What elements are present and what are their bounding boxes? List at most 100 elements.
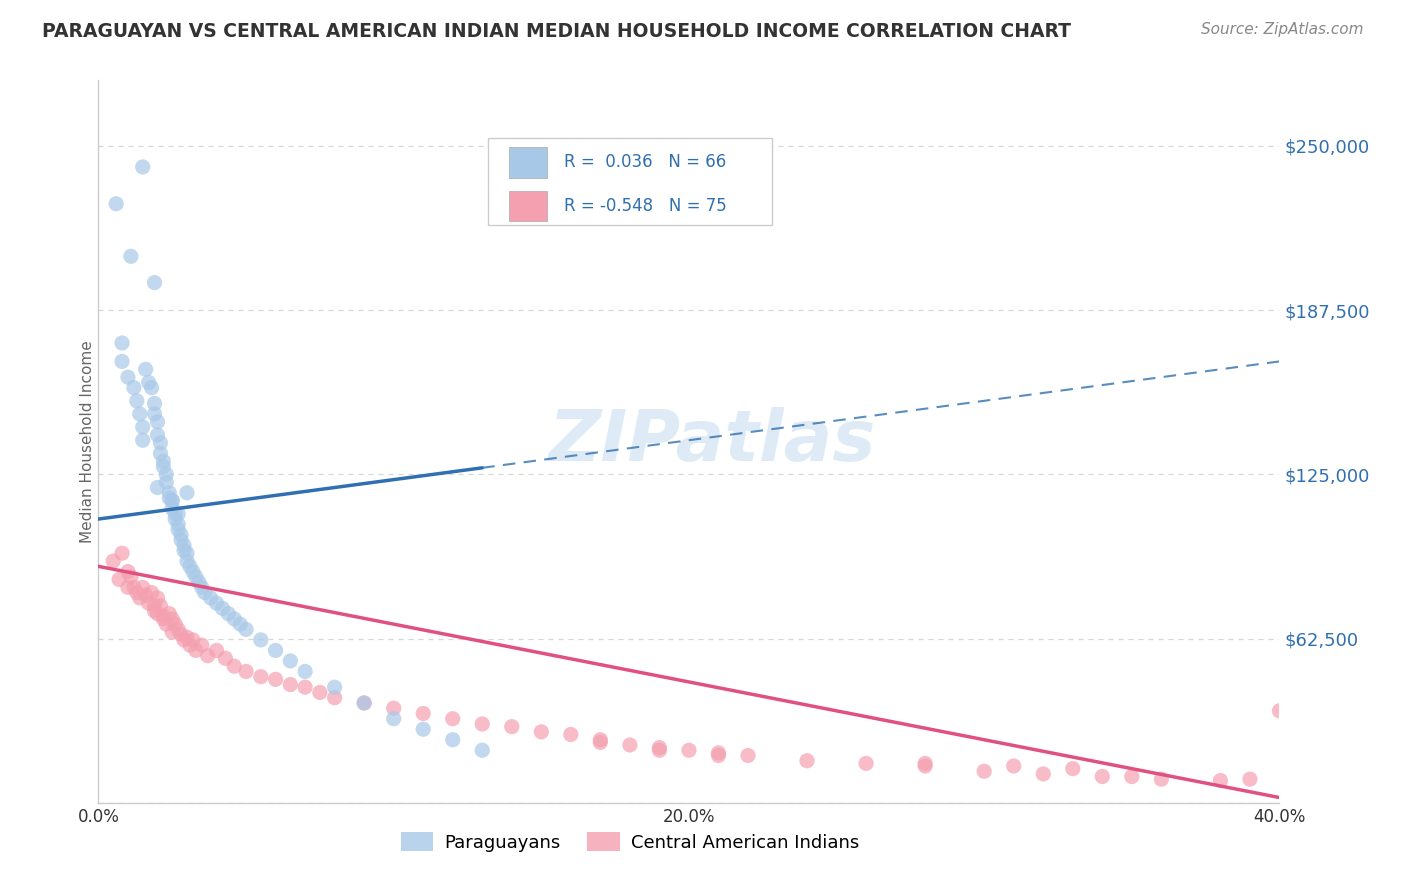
Point <box>194 585 217 599</box>
Point <box>1032 767 1054 781</box>
Point <box>125 393 148 408</box>
Point <box>589 732 612 747</box>
Point <box>157 485 180 500</box>
Point <box>146 415 169 429</box>
Point <box>103 554 125 568</box>
Point <box>165 512 187 526</box>
Point <box>167 517 190 532</box>
Point <box>132 434 155 448</box>
Point <box>165 507 187 521</box>
Point <box>1239 772 1261 786</box>
Point <box>165 617 187 632</box>
Point <box>560 727 582 741</box>
Point <box>914 759 936 773</box>
Point <box>855 756 877 771</box>
Point <box>412 723 434 737</box>
Point <box>179 559 201 574</box>
Point <box>197 648 219 663</box>
Point <box>117 565 139 579</box>
Point <box>382 712 405 726</box>
Point <box>143 604 166 618</box>
Point <box>353 696 375 710</box>
Point <box>412 706 434 721</box>
Point <box>146 607 169 621</box>
Point <box>280 677 302 691</box>
Point <box>152 612 174 626</box>
Point <box>1150 772 1173 786</box>
Text: ZIPatlas: ZIPatlas <box>548 407 876 476</box>
Point <box>211 601 233 615</box>
Point <box>143 276 166 290</box>
Point <box>122 580 145 594</box>
Point <box>250 632 273 647</box>
Point <box>117 580 139 594</box>
Point <box>229 617 252 632</box>
Point <box>309 685 332 699</box>
Point <box>122 381 145 395</box>
Point <box>294 680 316 694</box>
Point <box>264 643 287 657</box>
Point <box>146 591 169 605</box>
Point <box>1121 770 1143 784</box>
Point <box>294 665 316 679</box>
Point <box>167 507 190 521</box>
Point <box>111 336 134 351</box>
Point <box>323 680 346 694</box>
Point <box>162 493 183 508</box>
Point <box>1002 759 1025 773</box>
Point <box>176 554 198 568</box>
Point <box>707 746 730 760</box>
Point <box>176 630 198 644</box>
Point <box>707 748 730 763</box>
Point <box>135 362 157 376</box>
Point <box>162 625 183 640</box>
Point <box>737 748 759 763</box>
Point <box>181 632 204 647</box>
Point <box>471 717 494 731</box>
Point <box>250 670 273 684</box>
Point <box>323 690 346 705</box>
Point <box>914 756 936 771</box>
Point <box>152 609 174 624</box>
Point <box>170 627 193 641</box>
Point <box>501 720 523 734</box>
Point <box>184 643 207 657</box>
Point <box>155 475 177 490</box>
Point <box>353 696 375 710</box>
Point <box>530 724 553 739</box>
Point <box>152 454 174 468</box>
Point <box>162 612 183 626</box>
Point <box>191 638 214 652</box>
Point <box>648 743 671 757</box>
Point <box>132 580 155 594</box>
Point <box>173 538 195 552</box>
Point <box>141 381 163 395</box>
Point <box>152 459 174 474</box>
FancyBboxPatch shape <box>509 191 547 221</box>
Point <box>187 575 209 590</box>
Point <box>143 599 166 613</box>
Point <box>132 420 155 434</box>
Point <box>149 446 172 460</box>
FancyBboxPatch shape <box>488 138 772 225</box>
Text: Source: ZipAtlas.com: Source: ZipAtlas.com <box>1201 22 1364 37</box>
Point <box>441 732 464 747</box>
Point <box>157 607 180 621</box>
Point <box>217 607 239 621</box>
Point <box>149 435 172 450</box>
Point <box>167 523 190 537</box>
Point <box>181 565 204 579</box>
Point <box>619 738 641 752</box>
Point <box>1268 704 1291 718</box>
Point <box>143 396 166 410</box>
Point <box>280 654 302 668</box>
Text: R =  0.036   N = 66: R = 0.036 N = 66 <box>564 153 725 171</box>
Point <box>1091 770 1114 784</box>
Point <box>111 354 134 368</box>
Point <box>200 591 222 605</box>
Point <box>120 249 142 263</box>
Text: PARAGUAYAN VS CENTRAL AMERICAN INDIAN MEDIAN HOUSEHOLD INCOME CORRELATION CHART: PARAGUAYAN VS CENTRAL AMERICAN INDIAN ME… <box>42 22 1071 41</box>
Text: R = -0.548   N = 75: R = -0.548 N = 75 <box>564 197 727 215</box>
Point <box>132 160 155 174</box>
Point <box>235 623 257 637</box>
